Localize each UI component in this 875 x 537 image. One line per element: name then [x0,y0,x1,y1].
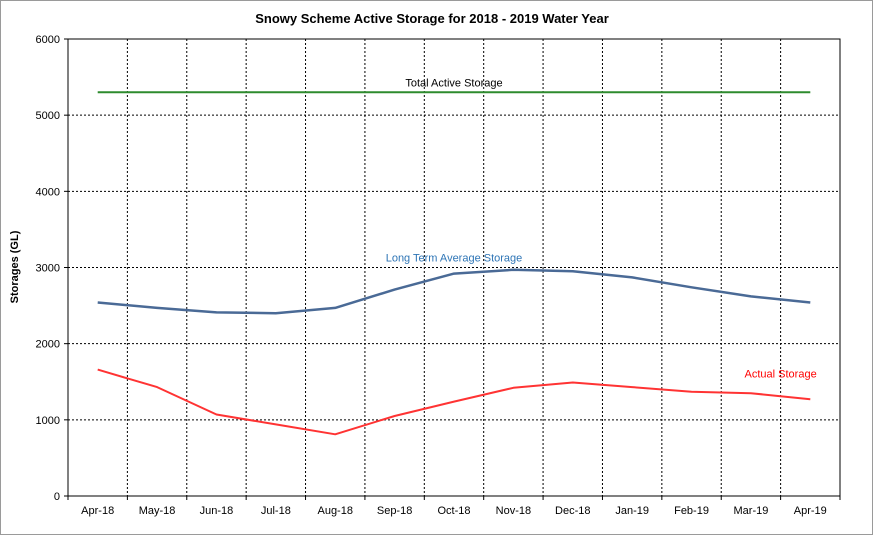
series-annotation: Long Term Average Storage [386,253,523,265]
x-tick-label: Jan-19 [615,505,649,517]
y-tick-label: 5000 [36,110,60,122]
x-tick-label: Nov-18 [496,505,531,517]
x-tick-label: Feb-19 [674,505,709,517]
tick-labels: 0 1000 2000 3000 4000 5000 6000 Apr-18 May-18 Jun… [36,34,841,517]
x-tick-label: Aug-18 [317,505,352,517]
x-tick-label: Jul-18 [261,505,291,517]
plot-area-border [67,38,841,497]
x-tick-label: May-18 [139,505,176,517]
y-tick-label: 6000 [36,34,60,46]
series-line-long-term-average-storage [97,268,811,315]
y-tick-label: 1000 [36,415,60,427]
x-tick-label: Mar-19 [734,505,769,517]
x-tick-label: Sep-18 [377,505,412,517]
series-annotation: Actual Storage [745,368,817,380]
y-tick-label: 0 [54,491,60,503]
x-tick-label: Apr-19 [794,505,827,517]
x-tick-label: Jun-18 [200,505,234,517]
chart-title: Snowy Scheme Active Storage for 2018 - 2… [255,11,609,26]
gridlines [68,39,840,496]
series-annotation: Total Active Storage [405,77,502,89]
series-annotations: Total Active Storage Long Term Average St… [386,77,817,380]
series-line-actual-storage [97,368,811,436]
y-tick-label: 2000 [36,339,60,351]
series-layer [97,91,811,436]
x-tick-label: Oct-18 [437,505,470,517]
x-tick-label: Apr-18 [81,505,114,517]
x-tick-label: Dec-18 [555,505,590,517]
y-tick-label: 4000 [36,186,60,198]
y-tick-label: 3000 [36,263,60,275]
y-axis-label: Storages (GL) [9,230,21,303]
